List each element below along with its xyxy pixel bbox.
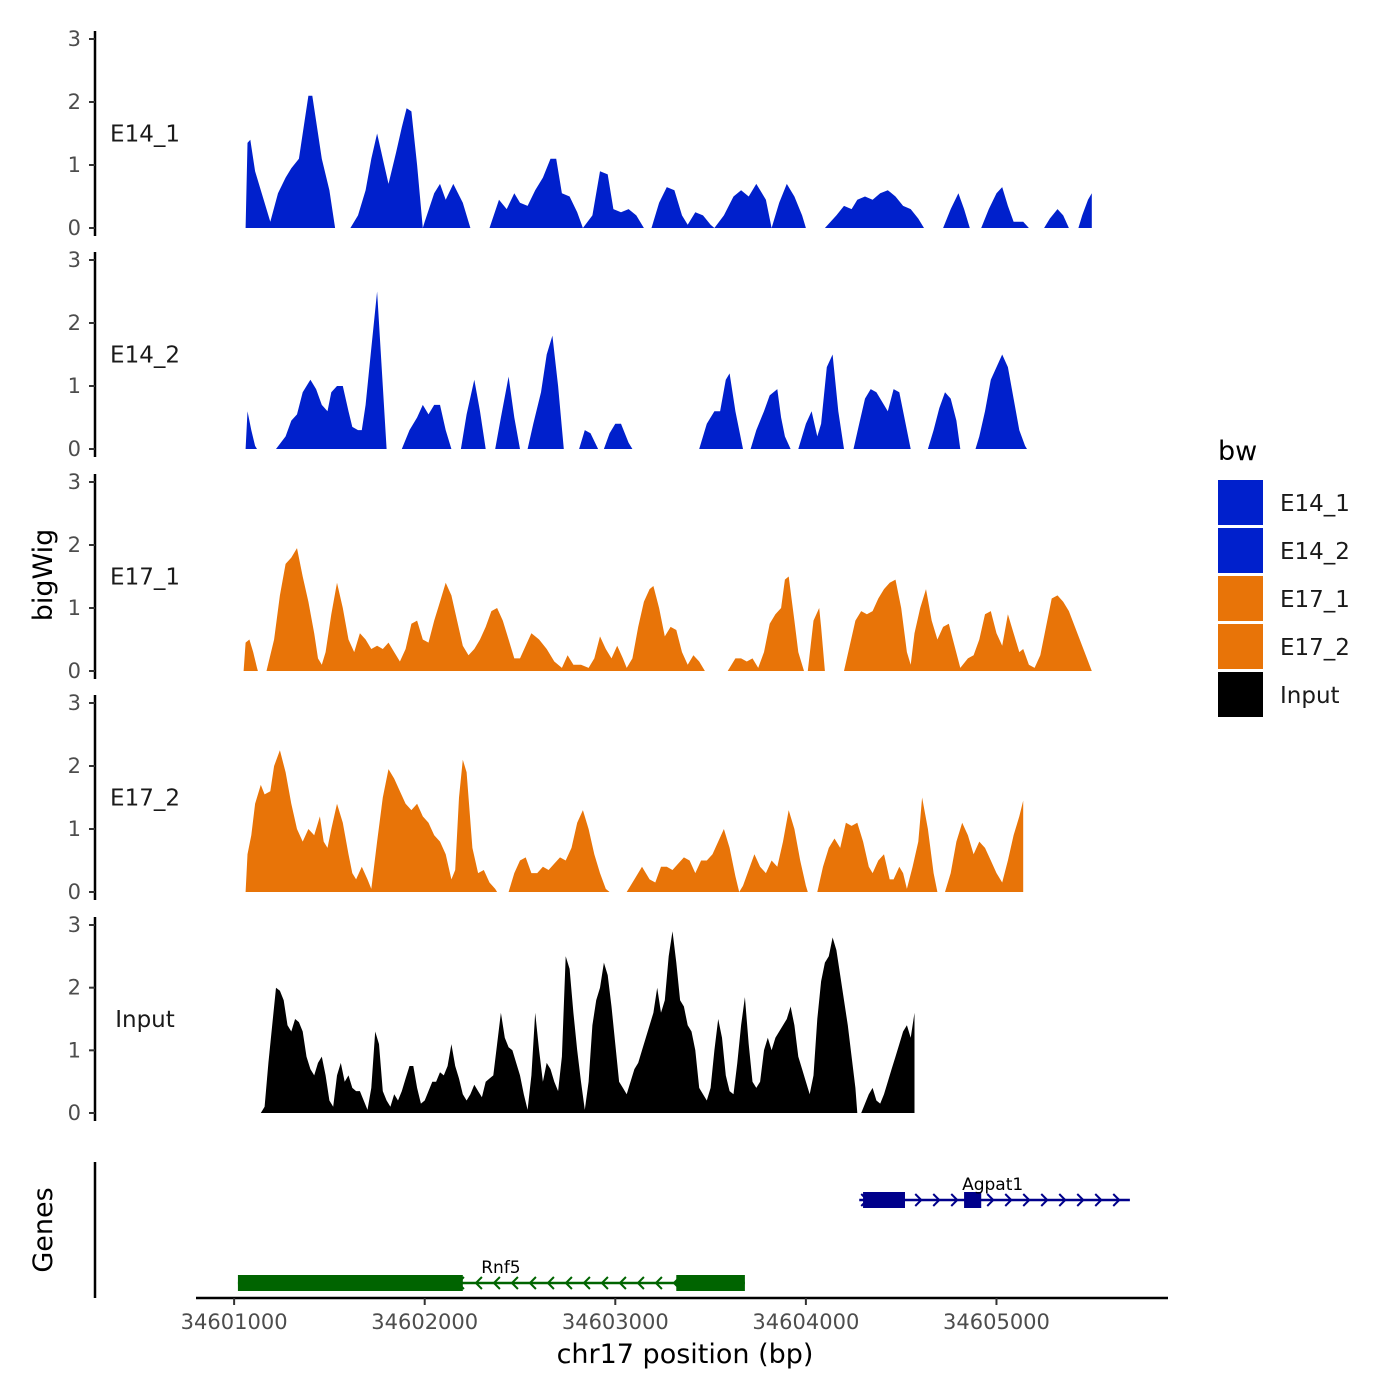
strand-chevron (510, 1276, 519, 1290)
area-E14_2 (245, 291, 1028, 449)
track-label: E14_1 (110, 122, 180, 148)
y-tick-label: 0 (68, 437, 81, 461)
area-E17_1 (243, 548, 1092, 671)
area-Input (260, 931, 915, 1113)
strand-chevron (1022, 1193, 1031, 1207)
y-tick-label: 0 (68, 216, 81, 240)
legend: bw E14_1 E14_2 E17_1 E17_2 Input (1218, 436, 1350, 717)
strand-chevron (582, 1276, 591, 1290)
strand-chevron (1112, 1193, 1121, 1207)
legend-swatch (1218, 672, 1263, 717)
track-label: E17_1 (110, 565, 180, 591)
strand-chevron (528, 1276, 537, 1290)
strand-chevron (950, 1193, 959, 1207)
gene-Rnf5: Rnf5 (237, 1258, 745, 1291)
y-tick-label: 0 (68, 880, 81, 904)
strand-chevron (1076, 1193, 1085, 1207)
y-tick-label: 2 (68, 533, 81, 557)
legend-swatch (1218, 576, 1263, 621)
y-tick-label: 1 (68, 153, 81, 177)
y-tick-label: 2 (68, 90, 81, 114)
track-Input: 0 1 2 3 Input (68, 913, 915, 1125)
genes-axis-title: Genes (28, 1187, 59, 1272)
area-E17_2 (245, 750, 1024, 892)
legend-label: E14_2 (1280, 539, 1350, 565)
strand-chevron (914, 1193, 923, 1207)
legend-label: E17_1 (1280, 587, 1350, 613)
strand-chevron (986, 1193, 995, 1207)
strand-chevron (474, 1276, 483, 1290)
x-tick-label: 34605000 (943, 1310, 1050, 1334)
track-E17_1: 0 1 2 3 E17_1 (68, 470, 1092, 683)
y-axis-title: bigWig (28, 529, 59, 622)
track-E17_2: 0 1 2 3 E17_2 (68, 691, 1024, 904)
track-E14_2: 0 1 2 3 E14_2 (68, 248, 1028, 461)
strand-chevron (546, 1276, 555, 1290)
bigwig-tracks: 0 1 2 3 E14_1 0 1 2 3 E14_2 0 1 2 3 E17_1 0 1 2 3 E17_2 0 1 2 3… (68, 27, 1092, 1125)
x-tick-label: 34604000 (752, 1310, 859, 1334)
y-tick-label: 2 (68, 311, 81, 335)
gene-exon (237, 1275, 463, 1291)
y-tick-label: 0 (68, 659, 81, 683)
gene-exon (863, 1192, 905, 1208)
x-axis: 34601000 34602000 34603000 34604000 34605000 (181, 1296, 1168, 1334)
strand-chevron (618, 1276, 627, 1290)
y-tick-label: 2 (68, 754, 81, 778)
strand-chevron (654, 1276, 663, 1290)
track-label: E14_2 (110, 343, 180, 369)
x-axis-title: chr17 position (bp) (557, 1339, 814, 1370)
x-tick-label: 34602000 (371, 1310, 478, 1334)
area-E14_1 (245, 95, 1092, 228)
gene-exon (676, 1275, 745, 1291)
gene-Agpat1: Agpat1 (859, 1175, 1130, 1208)
strand-chevron (636, 1276, 645, 1290)
track-E14_1: 0 1 2 3 E14_1 (68, 27, 1092, 240)
track-label: E17_2 (110, 786, 180, 812)
y-tick-label: 2 (68, 976, 81, 1000)
y-tick-label: 3 (68, 248, 81, 272)
legend-swatch (1218, 528, 1263, 573)
legend-swatch (1218, 624, 1263, 669)
legend-label: Input (1280, 683, 1340, 709)
gene-label: Agpat1 (962, 1175, 1023, 1195)
y-tick-label: 3 (68, 27, 81, 51)
strand-chevron (1094, 1193, 1103, 1207)
gene-exon (964, 1192, 982, 1208)
strand-chevron (1058, 1193, 1067, 1207)
y-tick-label: 1 (68, 817, 81, 841)
y-tick-label: 1 (68, 374, 81, 398)
strand-chevron (932, 1193, 941, 1207)
strand-chevron (1004, 1193, 1013, 1207)
y-tick-label: 1 (68, 1038, 81, 1062)
x-tick-label: 34601000 (181, 1310, 288, 1334)
y-tick-label: 3 (68, 913, 81, 937)
strand-chevron (492, 1276, 501, 1290)
gene-annotation-track: Rnf5 Agpat1 (93, 1162, 1130, 1298)
strand-chevron (1040, 1193, 1049, 1207)
strand-chevron (600, 1276, 609, 1290)
y-tick-label: 0 (68, 1101, 81, 1125)
gene-label: Rnf5 (481, 1258, 520, 1278)
strand-chevron (564, 1276, 573, 1290)
x-tick-label: 34603000 (562, 1310, 669, 1334)
legend-label: E17_2 (1280, 635, 1350, 661)
y-tick-label: 1 (68, 596, 81, 620)
legend-swatch (1218, 480, 1263, 525)
track-label: Input (115, 1007, 175, 1033)
legend-label: E14_1 (1280, 491, 1350, 517)
y-tick-label: 3 (68, 691, 81, 715)
legend-title: bw (1218, 436, 1257, 467)
y-tick-label: 3 (68, 470, 81, 494)
